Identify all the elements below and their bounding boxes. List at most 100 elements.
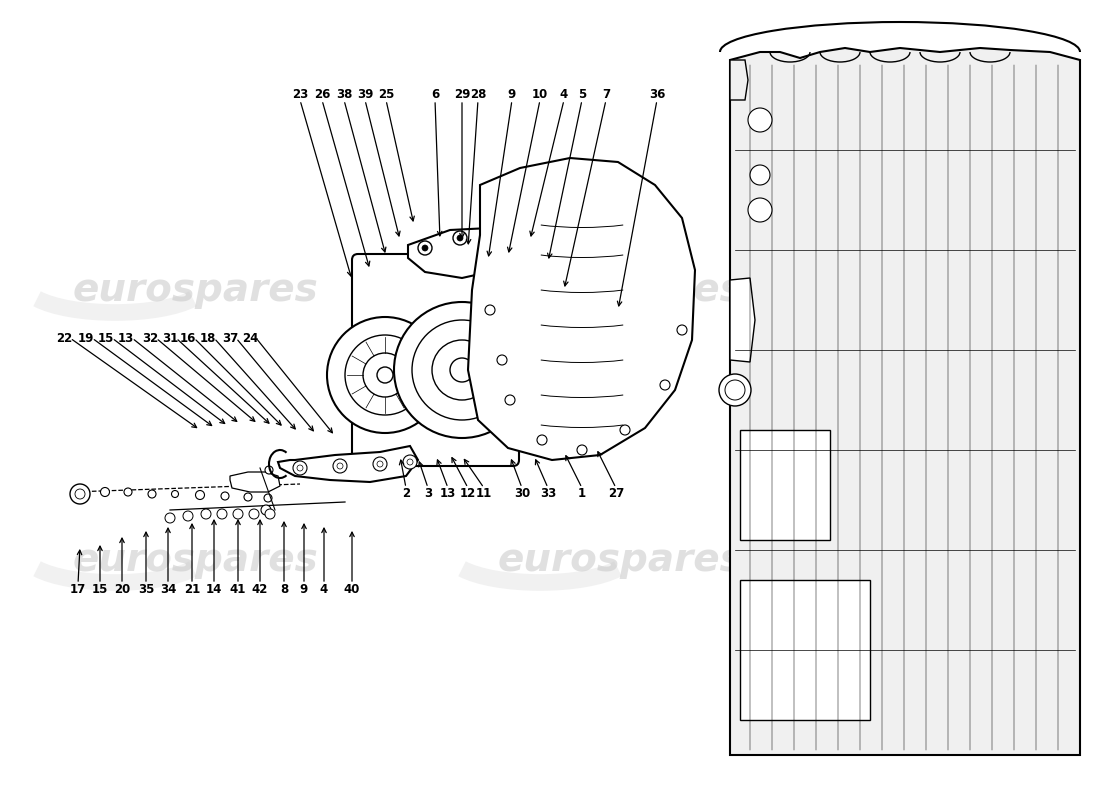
Text: 16: 16 — [180, 331, 197, 345]
Circle shape — [407, 459, 412, 465]
Circle shape — [485, 305, 495, 315]
Polygon shape — [730, 278, 755, 362]
Text: 41: 41 — [230, 583, 246, 596]
Text: 26: 26 — [314, 88, 330, 101]
Circle shape — [75, 489, 85, 499]
Polygon shape — [278, 446, 418, 482]
Text: 15: 15 — [98, 331, 114, 345]
Text: 12: 12 — [460, 487, 476, 500]
Ellipse shape — [264, 494, 272, 502]
Polygon shape — [230, 472, 280, 492]
Circle shape — [748, 198, 772, 222]
Ellipse shape — [196, 490, 205, 499]
Text: 39: 39 — [356, 88, 373, 101]
Text: 14: 14 — [206, 583, 222, 596]
Text: 24: 24 — [242, 331, 258, 345]
Text: 9: 9 — [508, 88, 516, 101]
Circle shape — [403, 455, 417, 469]
Text: 11: 11 — [476, 487, 492, 500]
Bar — [740, 430, 830, 540]
FancyBboxPatch shape — [352, 254, 519, 466]
Text: 5: 5 — [578, 88, 586, 101]
Text: 32: 32 — [142, 331, 158, 345]
Text: 9: 9 — [300, 583, 308, 596]
Text: 21: 21 — [184, 583, 200, 596]
Circle shape — [660, 380, 670, 390]
Circle shape — [293, 461, 307, 475]
Circle shape — [505, 395, 515, 405]
Text: 19: 19 — [78, 331, 95, 345]
Text: 4: 4 — [320, 583, 328, 596]
Circle shape — [373, 457, 387, 471]
Ellipse shape — [77, 485, 87, 499]
Circle shape — [456, 235, 463, 241]
Text: 38: 38 — [336, 88, 352, 101]
Circle shape — [337, 463, 343, 469]
Text: 27: 27 — [608, 487, 624, 500]
Circle shape — [217, 509, 227, 519]
Text: 22: 22 — [56, 331, 73, 345]
Circle shape — [725, 380, 745, 400]
Text: 37: 37 — [222, 331, 239, 345]
Text: 2: 2 — [402, 487, 410, 500]
Circle shape — [261, 505, 271, 515]
Circle shape — [297, 465, 302, 471]
Text: 6: 6 — [431, 88, 439, 101]
Circle shape — [327, 317, 443, 433]
Ellipse shape — [124, 488, 132, 496]
Text: 17: 17 — [70, 583, 86, 596]
Ellipse shape — [221, 492, 229, 500]
Text: eurospares: eurospares — [497, 271, 742, 309]
Text: 20: 20 — [114, 583, 130, 596]
Text: 23: 23 — [292, 88, 308, 101]
Circle shape — [363, 353, 407, 397]
Text: 34: 34 — [160, 583, 176, 596]
Text: 7: 7 — [602, 88, 610, 101]
Circle shape — [432, 340, 492, 400]
Text: 25: 25 — [377, 88, 394, 101]
Text: 1: 1 — [578, 487, 586, 500]
Text: 28: 28 — [470, 88, 486, 101]
Polygon shape — [730, 48, 1080, 755]
Text: eurospares: eurospares — [73, 271, 318, 309]
Circle shape — [418, 241, 432, 255]
Text: eurospares: eurospares — [73, 541, 318, 579]
Text: 35: 35 — [138, 583, 154, 596]
Circle shape — [265, 466, 273, 474]
Text: 13: 13 — [118, 331, 134, 345]
Circle shape — [265, 509, 275, 519]
Text: 18: 18 — [200, 331, 217, 345]
Circle shape — [201, 509, 211, 519]
Text: 33: 33 — [540, 487, 557, 500]
Text: 4: 4 — [560, 88, 568, 101]
Circle shape — [719, 374, 751, 406]
Polygon shape — [408, 228, 510, 278]
Circle shape — [750, 165, 770, 185]
Circle shape — [70, 484, 90, 504]
Circle shape — [676, 325, 688, 335]
Circle shape — [333, 459, 346, 473]
Circle shape — [497, 355, 507, 365]
Text: 29: 29 — [454, 88, 470, 101]
Text: 10: 10 — [532, 88, 548, 101]
Text: 13: 13 — [440, 487, 456, 500]
Text: 40: 40 — [344, 583, 360, 596]
Circle shape — [748, 108, 772, 132]
Circle shape — [183, 511, 192, 521]
Text: 30: 30 — [514, 487, 530, 500]
Circle shape — [165, 513, 175, 523]
Ellipse shape — [100, 487, 110, 497]
Bar — [740, 580, 870, 720]
Text: 31: 31 — [162, 331, 178, 345]
Circle shape — [453, 231, 468, 245]
Circle shape — [422, 245, 428, 251]
Text: 36: 36 — [649, 88, 666, 101]
Circle shape — [578, 445, 587, 455]
Text: 3: 3 — [424, 487, 432, 500]
Circle shape — [620, 425, 630, 435]
Circle shape — [345, 335, 425, 415]
Text: eurospares: eurospares — [497, 541, 742, 579]
Ellipse shape — [148, 490, 156, 498]
Polygon shape — [730, 60, 748, 100]
Circle shape — [487, 249, 493, 255]
